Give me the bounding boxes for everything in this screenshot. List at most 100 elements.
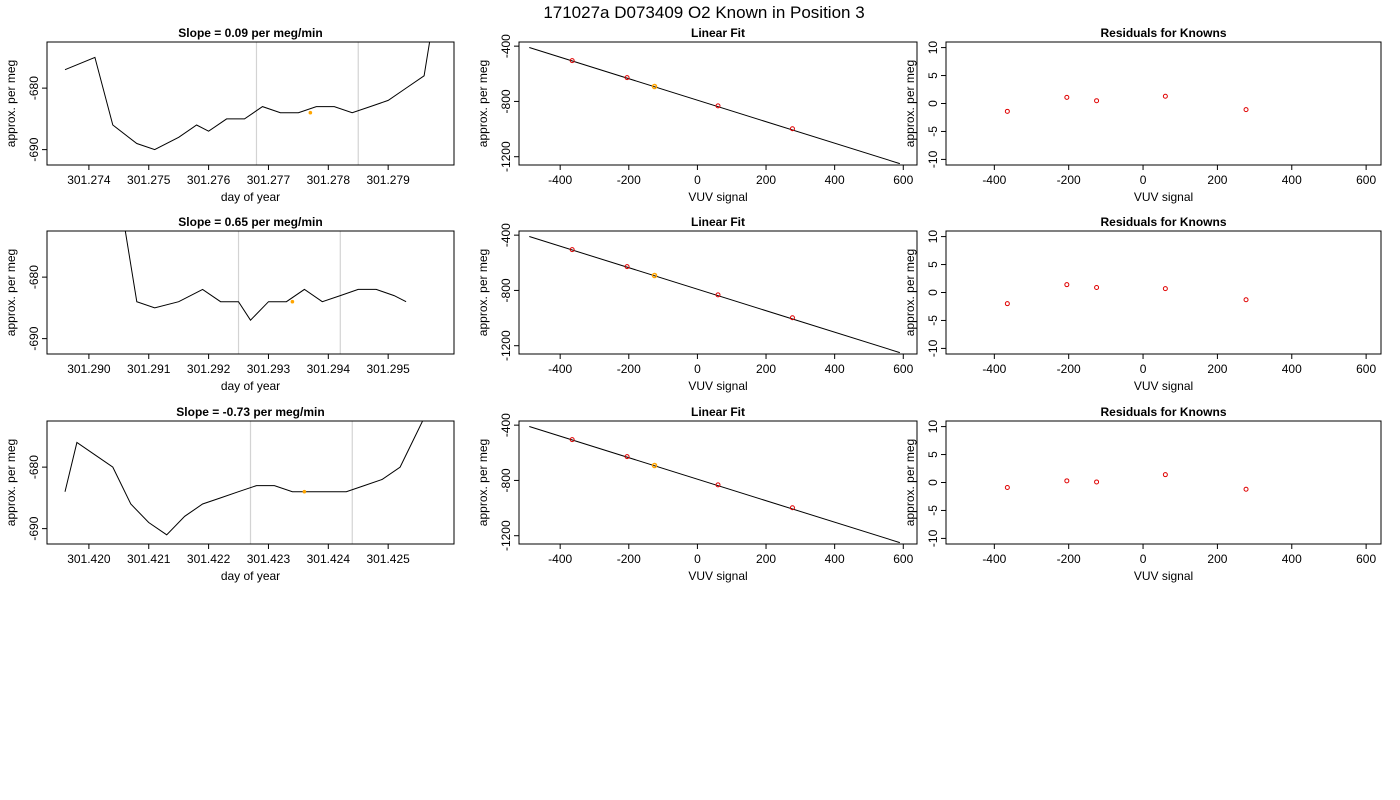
- x-tick-label: 301.274: [67, 173, 111, 187]
- x-tick-label: 301.276: [187, 173, 231, 187]
- plot-frame: [46, 41, 455, 166]
- y-axis-label: approx. per meg: [903, 439, 917, 526]
- plot-frame: [945, 230, 1382, 355]
- x-tick-label: 301.293: [247, 362, 291, 376]
- x-tick-label: 301.277: [247, 173, 291, 187]
- y-tick-label: 5: [926, 261, 940, 268]
- x-tick-label: 301.420: [67, 552, 111, 566]
- plot-data: [529, 236, 900, 354]
- panel-1-1: Linear Fit VUV signal approx. per meg -400 -…: [476, 215, 918, 393]
- plot-data: [64, 42, 431, 165]
- fit-line: [529, 236, 900, 354]
- data-point: [1243, 297, 1249, 303]
- panel-0-2: Residuals for Knowns VUV signal approx. pe…: [903, 26, 1382, 204]
- x-tick-label: 301.294: [307, 362, 351, 376]
- x-tick-label: -200: [617, 552, 641, 566]
- data-point: [789, 315, 795, 321]
- highlight-point: [651, 272, 658, 279]
- known-marker: [308, 110, 313, 115]
- trace-line: [124, 231, 407, 321]
- y-tick-label: -10: [926, 150, 940, 168]
- x-tick-label: 0: [694, 362, 701, 376]
- x-tick-label: 600: [893, 552, 913, 566]
- data-point: [569, 247, 575, 253]
- figure-title: 171027a D073409 O2 Known in Position 3: [543, 3, 864, 22]
- x-tick-label: 200: [756, 552, 776, 566]
- y-tick-label: -690: [27, 326, 41, 350]
- x-tick-label: 301.295: [366, 362, 410, 376]
- x-tick-label: -200: [1057, 362, 1081, 376]
- y-tick-label: -800: [499, 468, 513, 492]
- y-tick-label: -690: [27, 516, 41, 540]
- plot-frame: [518, 420, 918, 545]
- data-point: [1094, 479, 1100, 485]
- y-tick-label: -1200: [499, 520, 513, 551]
- panel-2-0: Slope = -0.73 per meg/min day of year appr…: [4, 405, 455, 583]
- data-point: [569, 437, 575, 443]
- x-tick-label: 600: [893, 173, 913, 187]
- y-axis-label: approx. per meg: [476, 60, 490, 147]
- x-tick-label: 0: [694, 552, 701, 566]
- x-tick-label: 301.423: [247, 552, 291, 566]
- data-point: [715, 482, 721, 488]
- plot-data: [1004, 472, 1249, 492]
- data-point: [1064, 282, 1070, 288]
- y-tick-label: 0: [926, 479, 940, 486]
- x-tick-label: 0: [1140, 552, 1147, 566]
- data-point: [1064, 94, 1070, 100]
- y-tick-label: -1200: [499, 330, 513, 361]
- x-axis-label: VUV signal: [1134, 190, 1193, 204]
- panel-2-1: Linear Fit VUV signal approx. per meg -400 -…: [476, 405, 918, 583]
- plot-data: [64, 421, 424, 544]
- y-axis-label: approx. per meg: [476, 439, 490, 526]
- x-tick-label: -400: [548, 173, 572, 187]
- highlight-point: [651, 83, 658, 90]
- y-tick-label: -400: [499, 413, 513, 437]
- data-point: [1064, 478, 1070, 484]
- x-tick-label: -200: [617, 362, 641, 376]
- data-point: [1094, 98, 1100, 104]
- panel-title: Slope = -0.73 per meg/min: [176, 405, 324, 419]
- x-tick-label: 0: [694, 173, 701, 187]
- data-point: [1162, 472, 1168, 478]
- y-tick-label: -680: [27, 455, 41, 479]
- y-tick-label: -400: [499, 34, 513, 58]
- plot-frame: [46, 230, 455, 355]
- plot-frame: [945, 420, 1382, 545]
- plot-data: [124, 231, 407, 354]
- plot-data: [1004, 282, 1249, 307]
- x-tick-label: 301.425: [366, 552, 410, 566]
- data-point: [1004, 108, 1010, 114]
- x-axis-label: VUV signal: [688, 379, 747, 393]
- y-tick-label: 0: [926, 289, 940, 296]
- fit-line: [529, 47, 900, 165]
- panel-0-0: Slope = 0.09 per meg/min day of year appro…: [4, 26, 455, 204]
- panel-0-1: Linear Fit VUV signal approx. per meg -400 -…: [476, 26, 918, 204]
- y-tick-label: 10: [926, 41, 940, 55]
- panel-title: Residuals for Knowns: [1100, 405, 1226, 419]
- panel-title: Slope = 0.65 per meg/min: [178, 215, 322, 229]
- y-tick-label: -10: [926, 339, 940, 357]
- x-axis-label: day of year: [221, 379, 280, 393]
- panel-1-0: Slope = 0.65 per meg/min day of year appro…: [4, 215, 455, 393]
- data-point: [1243, 107, 1249, 113]
- x-axis-label: VUV signal: [1134, 379, 1193, 393]
- plot-frame: [46, 420, 455, 545]
- y-tick-label: 0: [926, 100, 940, 107]
- x-tick-label: 301.422: [187, 552, 231, 566]
- x-tick-label: -200: [1057, 173, 1081, 187]
- x-tick-label: -400: [548, 552, 572, 566]
- plot-data: [529, 426, 900, 544]
- y-tick-label: -5: [926, 126, 940, 137]
- panels: Slope = 0.09 per meg/min day of year appro…: [4, 26, 1382, 583]
- y-tick-label: -5: [926, 505, 940, 516]
- x-tick-label: 600: [1356, 173, 1376, 187]
- panel-title: Residuals for Knowns: [1100, 215, 1226, 229]
- y-axis-label: approx. per meg: [903, 60, 917, 147]
- x-tick-label: 200: [1207, 362, 1227, 376]
- data-point: [715, 103, 721, 109]
- x-tick-label: 301.421: [127, 552, 171, 566]
- y-tick-label: -690: [27, 137, 41, 161]
- x-axis-label: day of year: [221, 190, 280, 204]
